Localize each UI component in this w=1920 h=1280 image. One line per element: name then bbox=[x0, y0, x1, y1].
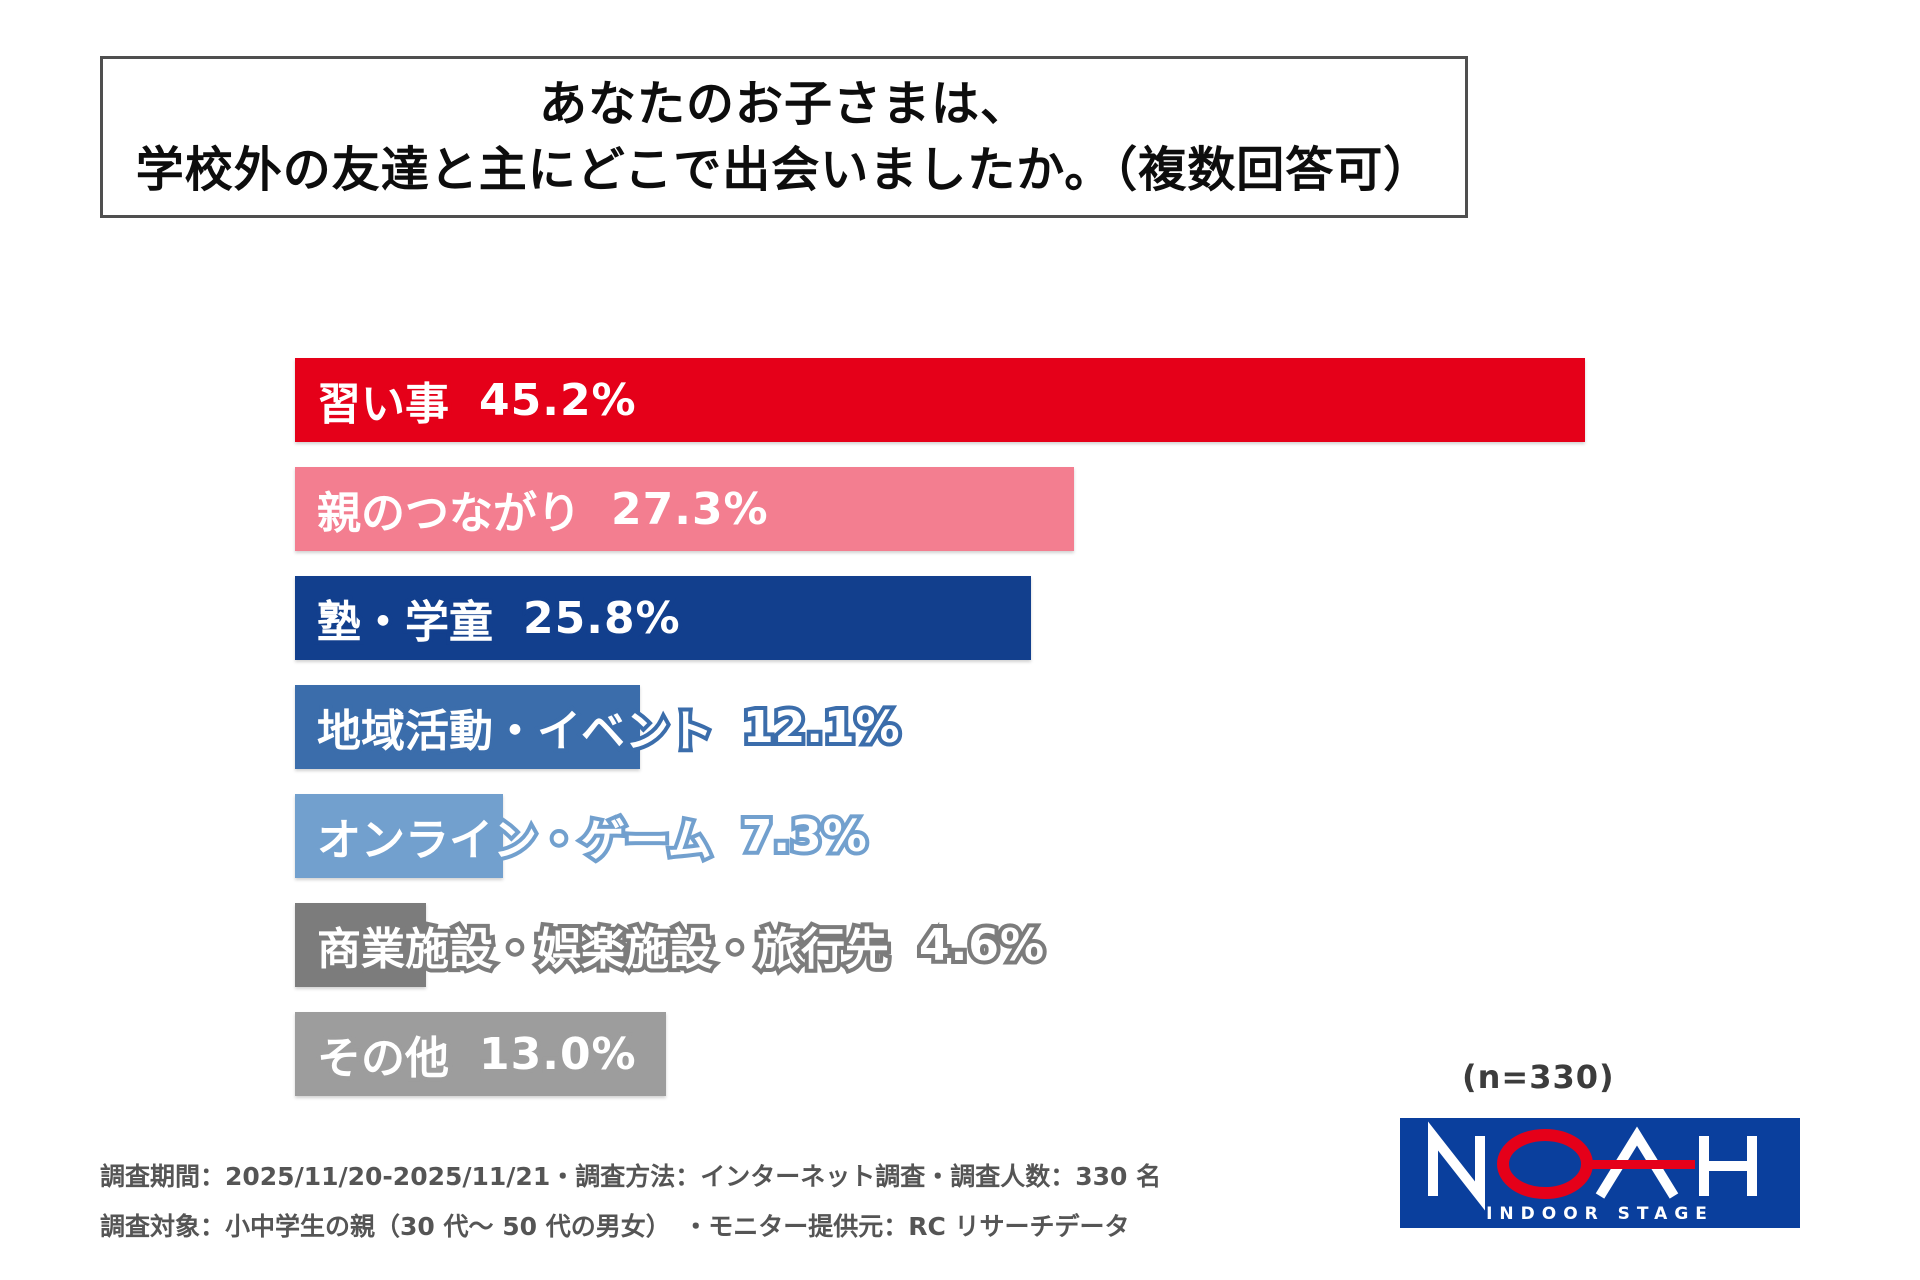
survey-notes: 調査期間：2025/11/20-2025/11/21・調査方法：インターネット調… bbox=[100, 1152, 1200, 1252]
bar-category-label: 習い事 bbox=[313, 375, 453, 434]
bar-chart: 習い事 45.2% 親のつながり 27.3% 塾・学童 25.8% 地域活動・イ… bbox=[295, 358, 1725, 1121]
bar-category-label: 親のつながり bbox=[313, 484, 585, 543]
page-title-line-1: あなたのお子さまは、 bbox=[538, 76, 1029, 132]
bar-value-label: 27.3% bbox=[607, 480, 772, 539]
letter-h bbox=[1699, 1136, 1757, 1196]
bar-value-label: 13.0% bbox=[475, 1025, 640, 1084]
bar-value-label: 25.8% bbox=[519, 589, 684, 648]
bar-shogyo-shisetsu bbox=[295, 903, 426, 987]
bar-row: 地域活動・イベント 12.1% bbox=[295, 685, 1725, 769]
bar-category-label: その他 bbox=[313, 1029, 453, 1088]
letter-n bbox=[1428, 1121, 1485, 1211]
bar-row: 習い事 45.2% bbox=[295, 358, 1725, 442]
bar-category-label: オンライン・ゲーム bbox=[313, 811, 716, 870]
bar-category-label: 地域活動・イベント bbox=[313, 702, 717, 761]
bar-row: 塾・学童 25.8% bbox=[295, 576, 1725, 660]
survey-note-line-1: 調査期間：2025/11/20-2025/11/21・調査方法：インターネット調… bbox=[100, 1162, 1162, 1191]
bar-sonota bbox=[295, 1012, 666, 1096]
survey-note-line-2: 調査対象：小中学生の親（30 代〜 50 代の男女） ・モニター提供元：RC リ… bbox=[100, 1212, 1130, 1241]
noah-wordmark-svg: INDOOR STAGE bbox=[1400, 1118, 1800, 1228]
page-title-line-2: 学校外の友達と主にどこで出会いましたか。（複数回答可） bbox=[135, 142, 1433, 198]
bar-row: オンライン・ゲーム 7.3% bbox=[295, 794, 1725, 878]
bar-value-label: 12.1% bbox=[739, 698, 904, 757]
bar-category-label: 塾・学童 bbox=[313, 593, 497, 652]
bar-row: 商業施設・娯楽施設・旅行先 4.6% bbox=[295, 903, 1725, 987]
bar-row: その他 13.0% bbox=[295, 1012, 1725, 1096]
bar-value-label: 7.3% bbox=[738, 807, 871, 866]
bar-juku-gakudo bbox=[295, 576, 1031, 660]
bar-value-label: 45.2% bbox=[475, 371, 640, 430]
sample-size-note: (n=330) bbox=[1462, 1058, 1615, 1096]
racket-icon bbox=[1497, 1129, 1695, 1199]
bar-row: 親のつながり 27.3% bbox=[295, 467, 1725, 551]
bar-value-label: 4.6% bbox=[915, 916, 1048, 975]
bar-narai-goto bbox=[295, 358, 1585, 442]
bar-category-label: 商業施設・娯楽施設・旅行先 bbox=[313, 920, 893, 979]
bar-chiiki-event bbox=[295, 685, 640, 769]
bar-online-game bbox=[295, 794, 503, 878]
letter-a bbox=[1595, 1126, 1679, 1199]
noah-logo: INDOOR STAGE bbox=[1400, 1118, 1800, 1228]
logo-tagline: INDOOR STAGE bbox=[1486, 1204, 1714, 1224]
title-box: あなたのお子さまは、 学校外の友達と主にどこで出会いましたか。（複数回答可） bbox=[100, 56, 1468, 218]
bar-oya-tsunagari bbox=[295, 467, 1074, 551]
